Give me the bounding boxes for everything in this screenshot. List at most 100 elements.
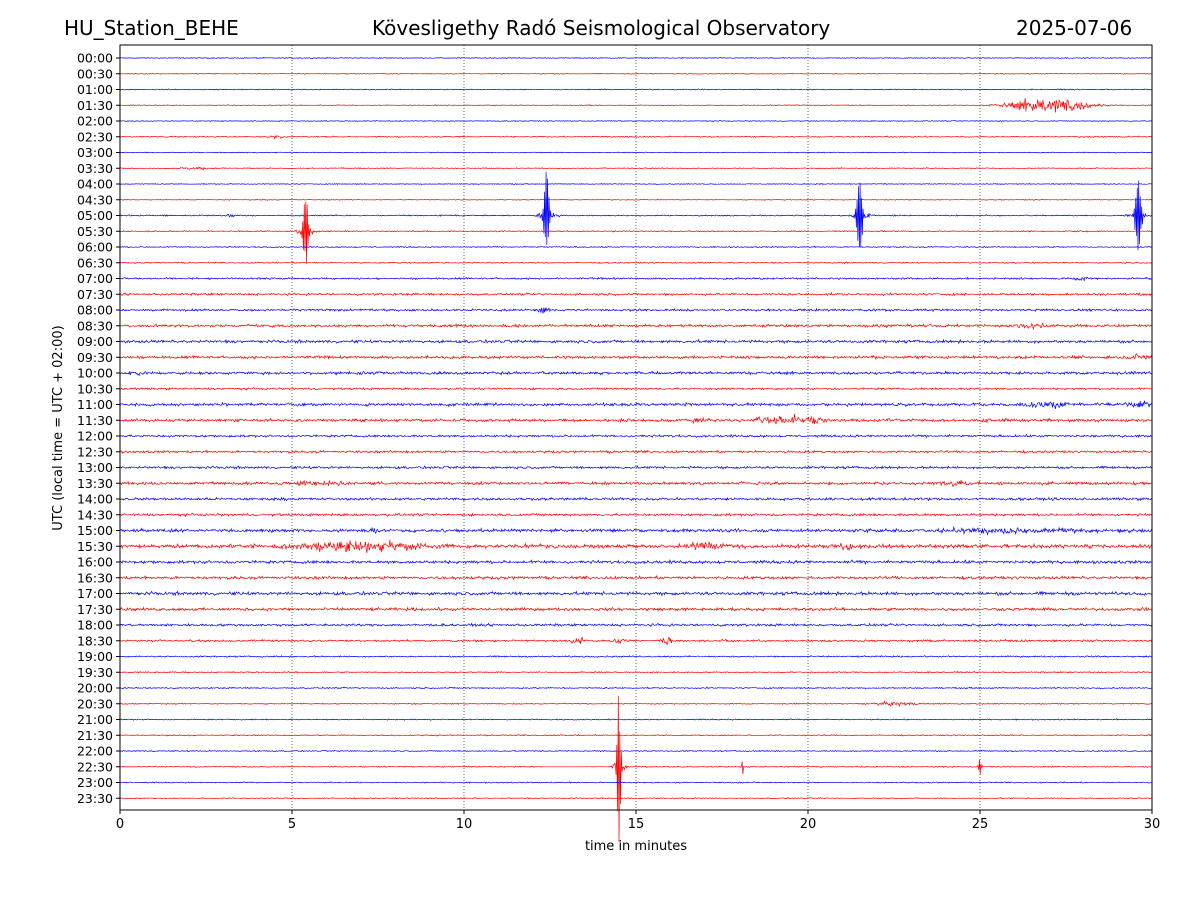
- y-tick-label: 18:30: [77, 633, 113, 648]
- y-tick-label: 22:30: [77, 759, 113, 774]
- y-tick-label: 12:30: [77, 444, 113, 459]
- trace-1630: [119, 574, 1153, 581]
- y-tick-label: 17:00: [77, 586, 113, 601]
- trace-0600: [119, 245, 1153, 249]
- y-tick-label: 19:30: [77, 665, 113, 680]
- trace-1700: [119, 590, 1153, 597]
- trace-0930: [119, 353, 1153, 360]
- trace-1430: [119, 512, 1153, 518]
- y-tick-label: 02:30: [77, 129, 113, 144]
- header: HU_Station_BEHE Kövesligethy Radó Seismo…: [0, 0, 1200, 45]
- trace-1300: [119, 465, 1153, 470]
- y-tick-label: 08:30: [77, 318, 113, 333]
- y-tick-label: 18:00: [77, 618, 113, 633]
- y-tick-label: 20:00: [77, 681, 113, 696]
- y-tick-label: 03:00: [77, 145, 113, 160]
- trace-1800: [119, 622, 1153, 628]
- y-tick-label: 23:30: [77, 791, 113, 806]
- y-tick-label: 11:00: [77, 397, 113, 412]
- y-tick-label: 15:30: [77, 539, 113, 554]
- y-tick-label: 02:00: [77, 114, 113, 129]
- trace-0830: [119, 322, 1153, 331]
- y-tick-label: 08:00: [77, 303, 113, 318]
- x-tick-label: 15: [628, 817, 645, 832]
- y-tick-label: 04:00: [77, 177, 113, 192]
- y-axis-ticks: 00:0000:3001:0001:3002:0002:3003:0003:30…: [77, 51, 120, 806]
- y-tick-label: 00:00: [77, 51, 113, 66]
- y-tick-label: 16:30: [77, 570, 113, 585]
- y-tick-label: 21:30: [77, 728, 113, 743]
- x-tick-label: 10: [456, 817, 473, 832]
- trace-2130: [119, 733, 1153, 737]
- station-name: HU_Station_BEHE: [64, 16, 239, 40]
- y-tick-label: 21:00: [77, 712, 113, 727]
- trace-0100: [119, 88, 1152, 91]
- y-tick-label: 09:00: [77, 334, 113, 349]
- x-tick-label: 20: [800, 817, 817, 832]
- y-tick-label: 19:00: [77, 649, 113, 664]
- trace-2330: [119, 796, 1153, 800]
- y-tick-label: 09:30: [77, 350, 113, 365]
- y-tick-label: 12:00: [77, 429, 113, 444]
- trace-0530: [120, 201, 1153, 264]
- trace-1830: [120, 636, 1153, 646]
- trace-1130: [119, 413, 1153, 425]
- trace-0900: [119, 338, 1153, 345]
- trace-0730: [120, 291, 1153, 297]
- trace-0000: [119, 56, 1153, 60]
- trace-1230: [119, 449, 1153, 454]
- trace-0430: [119, 198, 1153, 201]
- x-axis-ticks: 0 5 10 15 20 25 30: [116, 810, 1160, 832]
- y-tick-label: 05:30: [77, 224, 113, 239]
- trace-0400: [119, 182, 1153, 185]
- y-tick-label: 22:00: [77, 744, 113, 759]
- y-tick-label: 16:00: [77, 555, 113, 570]
- trace-1500: [119, 525, 1153, 536]
- y-tick-label: 06:30: [77, 255, 113, 270]
- trace-0230: [119, 135, 1153, 140]
- trace-1330: [119, 479, 1153, 488]
- x-axis-label: time in minutes: [585, 839, 687, 854]
- y-tick-label: 11:30: [77, 413, 113, 428]
- trace-2200: [119, 749, 1153, 753]
- y-tick-label: 13:30: [77, 476, 113, 491]
- y-tick-label: 17:30: [77, 602, 113, 617]
- y-tick-label: 01:00: [77, 82, 113, 97]
- trace-0300: [119, 151, 1153, 154]
- y-tick-label: 10:00: [77, 366, 113, 381]
- grid-lines: [291, 45, 981, 810]
- trace-2300: [119, 781, 1153, 784]
- y-tick-label: 07:00: [77, 271, 113, 286]
- trace-1030: [120, 387, 1153, 391]
- trace-1400: [119, 496, 1152, 502]
- y-tick-label: 00:30: [77, 66, 113, 81]
- y-tick-label: 05:00: [77, 208, 113, 223]
- y-tick-label: 14:00: [77, 492, 113, 507]
- x-tick-label: 5: [288, 817, 296, 832]
- trace-1900: [119, 655, 1153, 658]
- y-tick-label: 04:30: [77, 192, 113, 207]
- y-tick-label: 01:30: [77, 98, 113, 113]
- chart-title: Kövesligethy Radó Seismological Observat…: [372, 16, 831, 40]
- trace-2230: [120, 696, 1152, 843]
- trace-1200: [120, 433, 1153, 439]
- x-tick-label: 25: [972, 817, 989, 832]
- trace-2000: [119, 686, 1152, 690]
- y-tick-label: 20:30: [77, 696, 113, 711]
- x-tick-label: 0: [116, 817, 124, 832]
- y-tick-label: 07:30: [77, 287, 113, 302]
- y-tick-label: 03:30: [77, 161, 113, 176]
- trace-0500: [119, 171, 1153, 251]
- trace-1930: [119, 670, 1152, 674]
- trace-1730: [119, 606, 1153, 612]
- trace-0330: [119, 166, 1153, 171]
- trace-1000: [119, 370, 1153, 377]
- y-tick-label: 15:00: [77, 523, 113, 538]
- trace-0200: [120, 120, 1153, 123]
- chart-date: 2025-07-06: [1016, 16, 1133, 40]
- trace-0130: [119, 97, 1153, 113]
- y-tick-label: 13:00: [77, 460, 113, 475]
- trace-0800: [119, 307, 1153, 314]
- y-tick-label: 10:30: [77, 381, 113, 396]
